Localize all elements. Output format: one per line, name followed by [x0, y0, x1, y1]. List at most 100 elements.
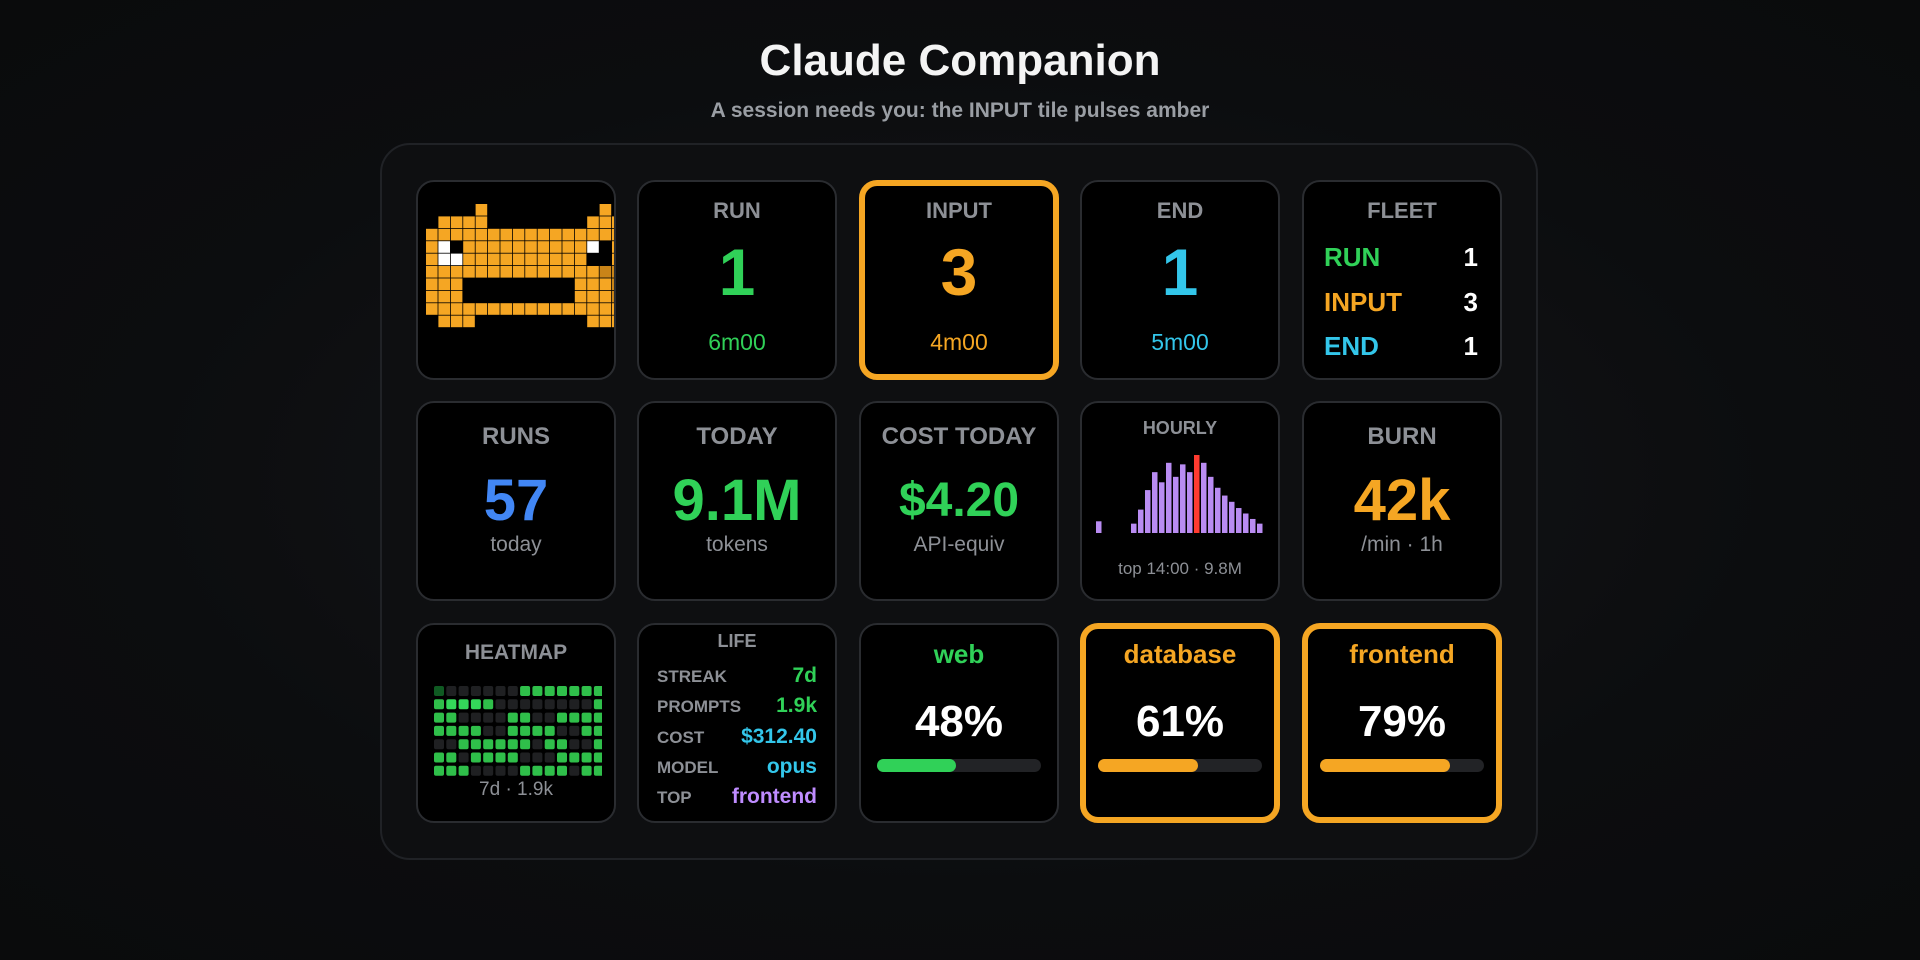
hourly-label: HOURLY — [1142, 418, 1218, 438]
cost-today-tile[interactable]: COST TODAY $4.20 API-equiv — [859, 401, 1059, 601]
mascot-pixel — [550, 241, 562, 253]
mascot-pixel — [475, 303, 488, 315]
runs-tile[interactable]: RUNS 57 today — [416, 401, 616, 601]
mascot-pixel — [537, 290, 550, 303]
mascot-pixel — [512, 228, 525, 241]
fleet-row-label: END — [1324, 331, 1379, 361]
mascot-pixel — [599, 253, 612, 266]
heatmap-sub: 7d · 1.9k — [479, 779, 553, 800]
heatmap-cell — [458, 686, 469, 696]
heatmap-cell — [532, 686, 543, 696]
mascot-pixel — [450, 278, 463, 290]
mascot-pixel — [488, 290, 500, 303]
mascot-pixel — [599, 228, 612, 241]
project-tile-web[interactable]: web 48% — [859, 623, 1059, 823]
mascot-pixel — [488, 253, 500, 266]
state-tile-run[interactable]: RUN 1 6m00 — [637, 180, 837, 380]
mascot-pixel — [438, 303, 450, 315]
project-tile-frontend[interactable]: frontend 79% — [1302, 623, 1502, 823]
heatmap-label: HEATMAP — [464, 641, 568, 664]
mascot-pixel — [599, 266, 612, 278]
mascot-pixel — [550, 290, 562, 303]
mascot-pixel — [426, 303, 438, 315]
state-label: RUN — [713, 198, 761, 223]
mascot-pixel — [463, 216, 475, 228]
heatmap-cell — [458, 765, 469, 776]
mascot-pixel — [612, 290, 614, 303]
mascot-pixel — [599, 278, 612, 290]
project-tile-database[interactable]: database 61% — [1080, 623, 1280, 823]
heatmap-cell — [544, 725, 555, 736]
heatmap-cell — [483, 699, 494, 710]
heatmap-cell — [507, 739, 518, 750]
hourly-bar — [1166, 462, 1172, 533]
heatmap-cell — [495, 699, 506, 710]
hourly-bar — [1173, 476, 1179, 533]
mascot-pixel — [574, 278, 587, 290]
state-tile-end[interactable]: END 1 5m00 — [1080, 180, 1280, 380]
heatmap-cell — [446, 725, 457, 736]
cost-sub: API-equiv — [913, 533, 1005, 556]
heatmap-cell — [520, 765, 531, 776]
mascot-pixel — [438, 266, 450, 278]
mascot-pixel — [612, 278, 614, 290]
mascot-pixel — [525, 241, 537, 253]
mascot-pixel — [475, 266, 488, 278]
heatmap-cell — [532, 739, 543, 750]
heatmap-cell — [581, 699, 592, 710]
state-tile-input[interactable]: INPUT 3 4m00 — [859, 180, 1059, 380]
heatmap-cell — [446, 686, 457, 696]
heatmap-cell — [557, 686, 567, 696]
mascot-pixel — [463, 315, 475, 328]
burn-tile[interactable]: BURN 42k /min · 1h — [1302, 401, 1502, 601]
mascot-pixel — [475, 216, 488, 228]
hourly-bar — [1096, 521, 1102, 533]
mascot-pixel — [450, 315, 463, 328]
fleet-row-label: RUN — [1324, 242, 1381, 272]
mascot-tile[interactable] — [416, 180, 616, 380]
heatmap-cell — [434, 686, 444, 696]
progress-track — [1098, 759, 1262, 772]
mascot-pixel — [475, 228, 488, 241]
mascot-pixel — [612, 303, 614, 315]
life-key: COST — [657, 728, 705, 747]
mascot-pixel — [574, 290, 587, 303]
heatmap-cell — [446, 765, 457, 776]
life-row-model: MODEL opus — [657, 755, 817, 778]
mascot-pixel — [562, 278, 574, 290]
mascot-pixel — [587, 266, 599, 278]
mascot-pixel — [438, 278, 450, 290]
mascot-pixel — [587, 303, 599, 315]
life-tile[interactable]: LIFE STREAK 7d PROMPTS 1.9k COST $312.40… — [637, 623, 837, 823]
pixel-cat-mascot-icon — [426, 204, 614, 328]
page-subtitle: A session needs you: the INPUT tile puls… — [710, 99, 1210, 122]
heatmap-cell — [507, 699, 518, 710]
heatmap-cell — [470, 752, 481, 763]
mascot-pixel — [500, 290, 512, 303]
mascot-pixel — [450, 253, 463, 266]
heatmap-grid — [434, 686, 602, 776]
mascot-pixel — [587, 241, 599, 253]
mascot-pixel — [525, 228, 537, 241]
mascot-pixel — [438, 253, 450, 266]
heatmap-cell — [569, 739, 580, 750]
life-key: PROMPTS — [657, 697, 742, 716]
hourly-tile[interactable]: HOURLY top 14:00 · 9.8M — [1080, 401, 1280, 601]
mascot-pixel — [587, 216, 599, 228]
heatmap-cell — [581, 725, 592, 736]
cost-value: $4.20 — [898, 474, 1020, 527]
today-tokens-tile[interactable]: TODAY 9.1M tokens — [637, 401, 837, 601]
today-sub: tokens — [706, 533, 768, 556]
heatmap-cell — [470, 765, 481, 776]
mascot-pixel — [512, 290, 525, 303]
fleet-row-input: INPUT 3 — [1324, 287, 1478, 318]
mascot-pixel — [550, 266, 562, 278]
heatmap-cell — [557, 752, 567, 763]
mascot-pixel — [550, 278, 562, 290]
heatmap-cell — [581, 686, 592, 696]
fleet-tile[interactable]: FLEET RUN 1 INPUT 3 END 1 — [1302, 180, 1502, 380]
mascot-pixel — [562, 303, 574, 315]
heatmap-tile[interactable]: HEATMAP 7d · 1.9k — [416, 623, 616, 823]
heatmap-cell — [532, 765, 543, 776]
mascot-pixel — [500, 303, 512, 315]
